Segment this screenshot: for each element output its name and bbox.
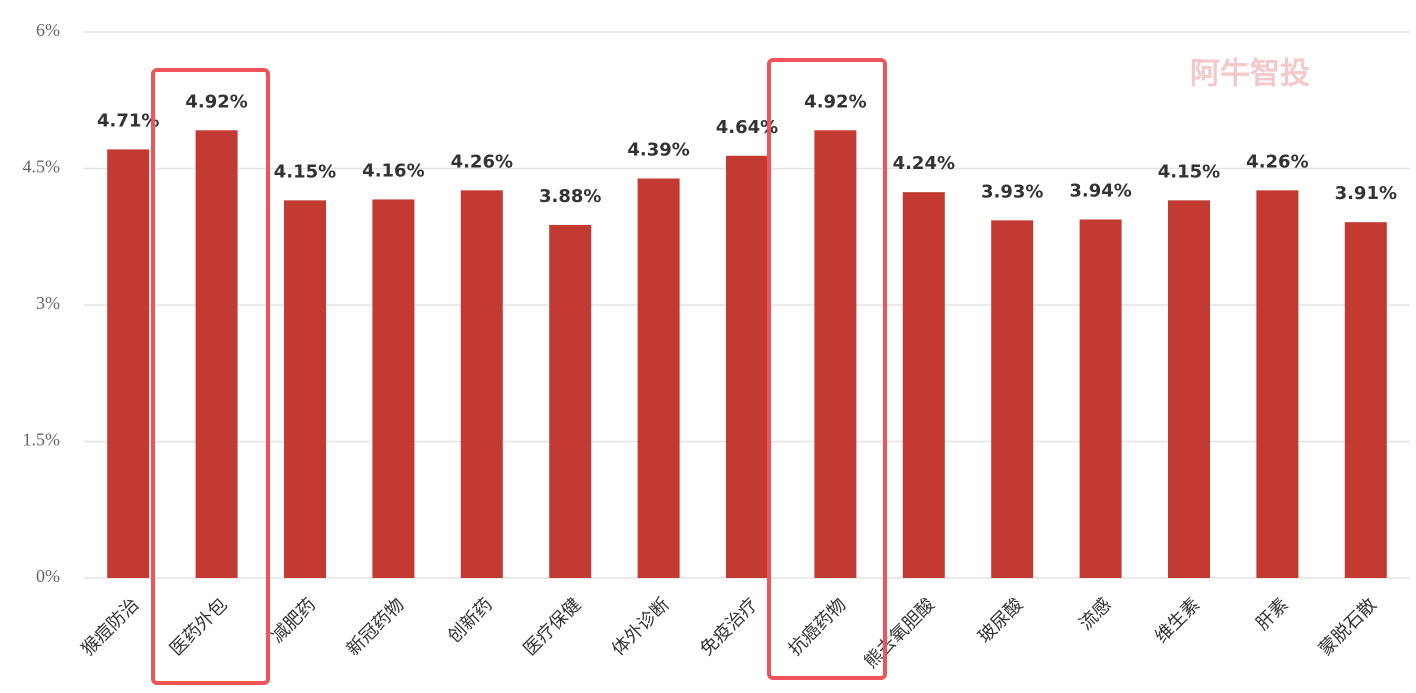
watermark: 阿牛智投 — [1190, 57, 1310, 92]
bar — [107, 149, 150, 578]
x-tick-label: 熊去氧胆酸 — [860, 594, 938, 672]
value-label: 3.88% — [539, 186, 601, 207]
value-label: 4.15% — [1158, 161, 1220, 182]
bar — [1344, 222, 1387, 578]
value-label: 4.15% — [274, 161, 336, 182]
x-tick-label: 免疫治疗 — [696, 594, 762, 660]
x-tick-label: 减肥药 — [267, 594, 320, 647]
bar — [284, 200, 326, 578]
bar — [991, 220, 1034, 578]
bar — [637, 178, 680, 578]
value-label: 3.94% — [1069, 180, 1131, 201]
highlight-box — [151, 68, 270, 685]
bar — [902, 192, 945, 578]
y-tick-label: 1.5% — [23, 430, 61, 450]
value-label: 4.24% — [893, 153, 955, 174]
bar — [1168, 200, 1210, 578]
x-tick-label: 抗癌药物 — [785, 594, 851, 660]
x-tick-label: 维生素 — [1151, 594, 1204, 647]
value-label: 4.26% — [451, 151, 513, 172]
x-tick-label: 猴痘防治 — [78, 594, 144, 660]
x-tick-label: 蒙脱石散 — [1315, 594, 1381, 660]
value-label: 4.71% — [97, 110, 159, 131]
x-tick-label: 体外诊断 — [608, 594, 674, 660]
x-tick-label: 肝素 — [1252, 594, 1292, 634]
x-tick-label: 流感 — [1075, 594, 1115, 634]
highlight-box — [767, 58, 887, 680]
value-label: 4.92% — [804, 91, 866, 112]
value-label: 3.91% — [1335, 183, 1397, 204]
y-tick-label: 3% — [36, 293, 60, 313]
y-tick-label: 6% — [36, 20, 60, 40]
x-tick-label: 医药外包 — [166, 594, 232, 660]
x-tick-label: 新冠药物 — [343, 594, 409, 660]
bar — [726, 155, 768, 578]
value-label: 3.93% — [981, 181, 1043, 202]
value-label: 4.64% — [716, 117, 778, 138]
bar — [460, 190, 503, 578]
bar — [814, 130, 857, 578]
bar — [195, 130, 238, 578]
value-label: 4.16% — [362, 160, 424, 181]
bar — [1256, 190, 1299, 578]
x-tick-label: 创新药 — [444, 594, 497, 647]
x-tick-label: 玻尿酸 — [974, 594, 1027, 647]
y-tick-label: 0% — [36, 566, 60, 586]
value-label: 4.26% — [1246, 151, 1308, 172]
value-label: 4.92% — [185, 91, 247, 112]
x-tick-label: 医疗保健 — [520, 594, 586, 660]
bar — [549, 224, 592, 579]
value-label: 4.39% — [627, 140, 689, 161]
bar — [1079, 219, 1122, 578]
y-tick-label: 4.5% — [23, 157, 61, 177]
bar — [372, 199, 415, 578]
